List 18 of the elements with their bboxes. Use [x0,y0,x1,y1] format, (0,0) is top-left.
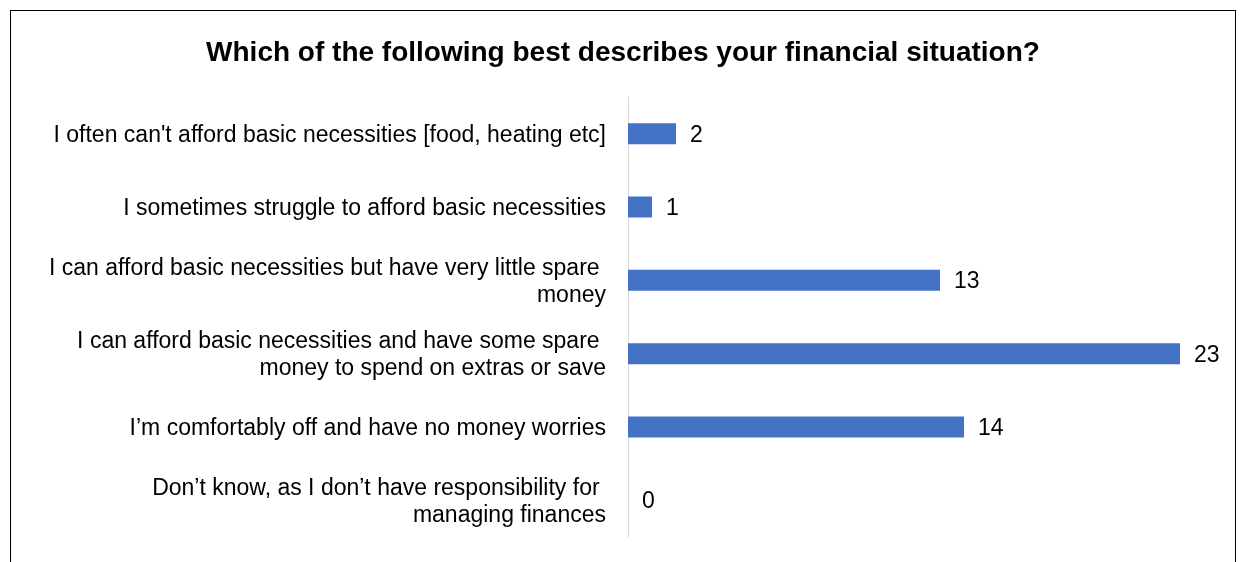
bar [628,343,1180,365]
bar [628,196,652,218]
data-label: 1 [666,194,679,220]
data-label: 13 [954,267,980,294]
y-tick-label: I often can't afford basic necessities [food, heating etc] [53,120,606,147]
data-label: 0 [642,487,655,514]
bar [628,269,940,291]
y-tick-label: I can afford basic necessities but have very little spare money [49,253,607,307]
bar [628,123,676,145]
y-tick-label: Don’t know, as I don’t have responsibility for managing finances [152,473,606,527]
data-label: 14 [978,414,1004,440]
chart-title: Which of the following best describes your financial situation? [206,35,1040,67]
data-label: 23 [1194,340,1220,367]
bar [628,416,964,438]
data-label: 2 [690,120,703,147]
y-tick-label: I sometimes struggle to afford basic necessities [123,194,606,220]
y-tick-label: I’m comfortably off and have no money worries [129,414,606,440]
y-tick-label: I can afford basic necessities and have some spare money to spend on extras or save [77,327,606,381]
